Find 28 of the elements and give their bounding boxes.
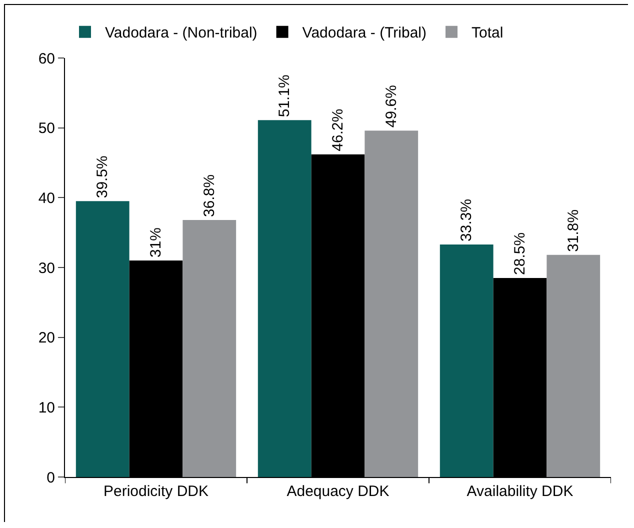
y-tick-label: 30 bbox=[38, 260, 55, 277]
bar bbox=[546, 254, 600, 477]
data-label: 31% bbox=[148, 227, 164, 258]
bar bbox=[182, 220, 236, 477]
x-tick-label: Adequacy DDK bbox=[286, 483, 390, 500]
y-tick-label: 40 bbox=[38, 190, 55, 207]
y-tick-label: 50 bbox=[38, 120, 55, 138]
y-tick-label: 10 bbox=[38, 399, 55, 416]
data-label: 46.2% bbox=[330, 108, 346, 152]
legend-label: Vadodara - (Non-tribal) bbox=[105, 24, 258, 42]
data-label: 49.6% bbox=[382, 85, 400, 128]
data-label: 36.8% bbox=[200, 174, 218, 218]
legend-label: Total bbox=[472, 24, 504, 42]
data-label: 28.5% bbox=[512, 232, 528, 275]
bar bbox=[76, 201, 130, 477]
bar bbox=[364, 130, 418, 477]
x-tick-label: Availability DDK bbox=[466, 483, 574, 500]
legend-label: Vadodara - (Tribal) bbox=[302, 24, 427, 42]
x-tick-label: Periodicity DDK bbox=[103, 483, 209, 500]
data-label: 51.1% bbox=[276, 74, 294, 118]
bar bbox=[258, 120, 312, 477]
bar bbox=[440, 244, 494, 477]
y-tick-label: 20 bbox=[38, 330, 55, 347]
data-label: 33.3% bbox=[458, 198, 476, 242]
data-label: 39.5% bbox=[94, 156, 112, 198]
y-tick-label: 0 bbox=[46, 469, 55, 486]
y-tick-label: 60 bbox=[38, 50, 55, 68]
data-label: 31.8% bbox=[564, 209, 582, 252]
